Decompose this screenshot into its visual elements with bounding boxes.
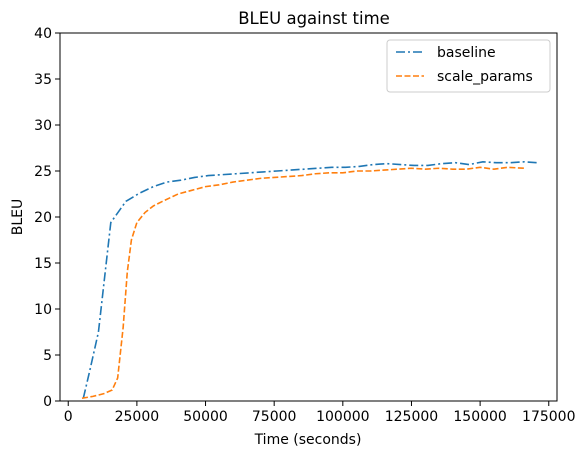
y-tick-label: 20 — [34, 210, 52, 226]
y-tick-label: 35 — [34, 72, 52, 88]
x-tick-label: 50000 — [183, 409, 228, 425]
x-tick-label: 125000 — [385, 409, 438, 425]
chart-title: BLEU against time — [238, 9, 390, 28]
legend: baseline scale_params — [386, 39, 551, 93]
x-tick-label: 25000 — [115, 409, 160, 425]
legend-box — [386, 39, 551, 93]
series-line-baseline — [82, 160, 538, 399]
x-tick-label: 175000 — [522, 409, 575, 425]
y-axis-label: BLEU — [10, 199, 26, 236]
x-axis-label: Time (seconds) — [254, 432, 362, 448]
ticks-layer: 0 25000 50000 75000 100000 125000 150000 175000… — [34, 26, 575, 425]
y-tick-label: 10 — [34, 302, 52, 318]
series-layer — [81, 160, 538, 400]
plot-frame — [59, 32, 558, 402]
y-tick-label: 25 — [34, 164, 52, 180]
legend-label-scale-params: scale_params — [437, 69, 533, 85]
x-tick-label: 100000 — [316, 409, 369, 425]
x-tick-label: 0 — [64, 409, 73, 425]
y-tick-label: 0 — [43, 394, 52, 410]
series-line-scale-params — [81, 166, 525, 400]
y-tick-label: 30 — [34, 118, 52, 134]
legend-label-baseline: baseline — [437, 45, 496, 61]
y-tick-label: 40 — [34, 26, 52, 42]
x-tick-label: 75000 — [252, 409, 297, 425]
y-tick-label: 5 — [43, 348, 52, 364]
x-tick-label: 150000 — [453, 409, 506, 425]
y-tick-label: 15 — [34, 256, 52, 272]
